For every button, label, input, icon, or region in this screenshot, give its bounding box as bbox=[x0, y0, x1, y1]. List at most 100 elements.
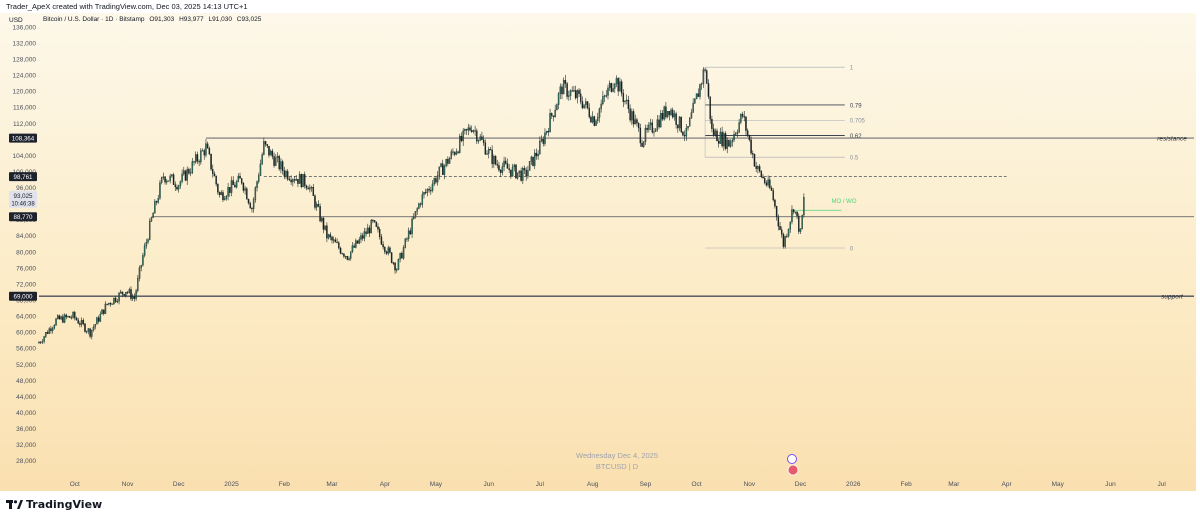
candle-body bbox=[476, 130, 478, 142]
candle-body bbox=[247, 199, 250, 204]
y-tick-label: 128,000 bbox=[13, 56, 37, 63]
candle-body bbox=[421, 194, 424, 205]
candle-body bbox=[433, 178, 435, 185]
candle-body bbox=[641, 142, 643, 147]
candle-body bbox=[92, 326, 95, 331]
candle-body bbox=[229, 187, 231, 193]
candle-body bbox=[699, 84, 701, 97]
candle-body bbox=[324, 225, 326, 230]
candle-body bbox=[131, 296, 134, 299]
candle-body bbox=[360, 235, 362, 240]
candle-body bbox=[738, 122, 740, 133]
x-tick-label: May bbox=[430, 481, 443, 488]
candle-body bbox=[556, 104, 558, 111]
ohlc-close: C93,025 bbox=[236, 16, 262, 23]
candle-body bbox=[430, 190, 432, 192]
candle-body bbox=[614, 83, 616, 89]
candle-body bbox=[741, 113, 744, 117]
candle-body bbox=[544, 132, 546, 144]
y-tick-label: 96,000 bbox=[16, 185, 36, 192]
candle-body bbox=[338, 242, 340, 249]
candle-body bbox=[53, 325, 56, 329]
candle-body bbox=[157, 198, 159, 203]
candle-body bbox=[63, 314, 66, 323]
candle-body bbox=[319, 206, 321, 222]
candle-body bbox=[794, 211, 797, 213]
candle-body bbox=[377, 226, 379, 230]
y-tick-label: 72,000 bbox=[16, 281, 36, 288]
chart-area[interactable]: 136,000 132,000 128,000 124,000 120,000 116,0… bbox=[0, 13, 1196, 491]
x-tick-label: Oct bbox=[692, 481, 702, 488]
y-tick-label: 56,000 bbox=[16, 346, 36, 353]
candle-body bbox=[375, 221, 378, 227]
x-tick-label: Aug bbox=[587, 481, 599, 488]
candle-body bbox=[346, 255, 349, 260]
ohlc-high: H93,977 bbox=[179, 16, 204, 23]
candle-body bbox=[56, 315, 59, 319]
candle-body bbox=[210, 153, 212, 170]
candle-body bbox=[460, 135, 463, 142]
watermark-symbol: BTCUSD | D bbox=[596, 462, 639, 471]
candle-body bbox=[382, 244, 384, 248]
candle-body bbox=[72, 312, 74, 318]
x-tick-label: Oct bbox=[70, 481, 80, 488]
x-tick-label: Apr bbox=[1002, 481, 1013, 488]
candle-body bbox=[310, 187, 313, 189]
candle-body bbox=[193, 161, 195, 163]
candle-body bbox=[728, 139, 730, 147]
candle-body bbox=[477, 140, 480, 142]
candle-body bbox=[239, 175, 241, 179]
candle-body bbox=[58, 315, 61, 320]
candle-body bbox=[528, 161, 531, 171]
candle-body bbox=[232, 180, 234, 186]
candle-body bbox=[259, 163, 262, 176]
candle-body bbox=[258, 175, 260, 182]
y-tick-label: 68,000 bbox=[16, 298, 36, 305]
price-chart[interactable]: 136,000132,000128,000124,000120,000116,0… bbox=[0, 13, 1196, 491]
candle-body bbox=[436, 175, 439, 183]
candle-body bbox=[709, 96, 711, 120]
candle-body bbox=[588, 107, 590, 118]
candle-body bbox=[171, 174, 173, 177]
candle-body bbox=[576, 90, 579, 99]
candle-body bbox=[278, 156, 280, 170]
candle-body bbox=[205, 143, 207, 156]
candle-body bbox=[683, 135, 686, 137]
x-tick-label: Sep bbox=[640, 481, 652, 488]
candle-body bbox=[632, 111, 635, 125]
candle-body bbox=[465, 128, 468, 131]
tradingview-logo[interactable]: TradingView bbox=[6, 498, 102, 511]
candle-body bbox=[637, 122, 640, 129]
candle-body bbox=[327, 234, 330, 239]
candle-body bbox=[326, 225, 328, 239]
candle-body bbox=[290, 179, 292, 183]
candle-body bbox=[723, 133, 725, 147]
candle-body bbox=[384, 246, 386, 252]
candle-body bbox=[448, 158, 451, 164]
candle-body bbox=[571, 90, 573, 92]
candle-body bbox=[295, 178, 297, 181]
x-tick-label: Feb bbox=[279, 481, 291, 488]
candle-body bbox=[402, 247, 405, 259]
candle-body bbox=[50, 328, 52, 331]
candle-body bbox=[520, 170, 522, 181]
x-tick-label: Nov bbox=[122, 481, 134, 488]
candle-body bbox=[351, 245, 354, 252]
candle-body bbox=[649, 122, 652, 126]
candle-body bbox=[419, 203, 422, 205]
candle-body bbox=[137, 278, 139, 291]
candle-body bbox=[687, 126, 689, 129]
candle-body bbox=[67, 315, 69, 318]
candle-body bbox=[762, 176, 764, 179]
x-tick-label: Jul bbox=[1157, 481, 1166, 488]
candle-body bbox=[370, 220, 372, 234]
candle-body bbox=[729, 141, 732, 147]
candle-body bbox=[612, 88, 614, 92]
x-tick-label: 2025 bbox=[224, 481, 239, 488]
candle-body bbox=[273, 156, 275, 166]
candle-body bbox=[125, 291, 127, 296]
candle-body bbox=[343, 253, 345, 257]
y-tick-label: 132,000 bbox=[13, 40, 37, 47]
candle-body bbox=[654, 129, 657, 132]
candle-body bbox=[152, 213, 154, 218]
